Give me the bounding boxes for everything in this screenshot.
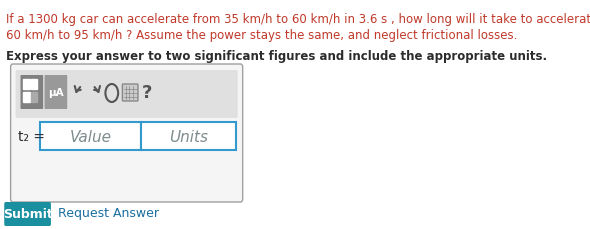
Text: 60 km/h to 95 km/h ? Assume the power stays the same, and neglect frictional los: 60 km/h to 95 km/h ? Assume the power st… xyxy=(6,29,517,42)
Bar xyxy=(142,122,235,150)
Bar xyxy=(24,92,30,102)
Text: ?: ? xyxy=(142,84,152,102)
Text: Request Answer: Request Answer xyxy=(58,207,159,221)
Text: Units: Units xyxy=(169,130,208,144)
FancyBboxPatch shape xyxy=(15,70,238,118)
Bar xyxy=(24,79,30,89)
FancyBboxPatch shape xyxy=(4,202,51,226)
Text: Submit: Submit xyxy=(3,207,53,221)
Text: Value: Value xyxy=(70,130,112,144)
FancyBboxPatch shape xyxy=(45,75,67,109)
Text: Express your answer to two significant figures and include the appropriate units: Express your answer to two significant f… xyxy=(6,50,547,63)
Bar xyxy=(31,92,38,102)
Text: If a 1300 kg car can accelerate from 35 km/h to 60 km/h in 3.6 s , how long will: If a 1300 kg car can accelerate from 35 … xyxy=(6,13,590,26)
FancyBboxPatch shape xyxy=(11,64,242,202)
Bar xyxy=(31,79,38,89)
Text: t₂ =: t₂ = xyxy=(18,130,45,144)
Text: μA: μA xyxy=(48,88,64,98)
Bar xyxy=(40,122,142,150)
FancyBboxPatch shape xyxy=(21,75,43,109)
FancyBboxPatch shape xyxy=(122,84,138,101)
